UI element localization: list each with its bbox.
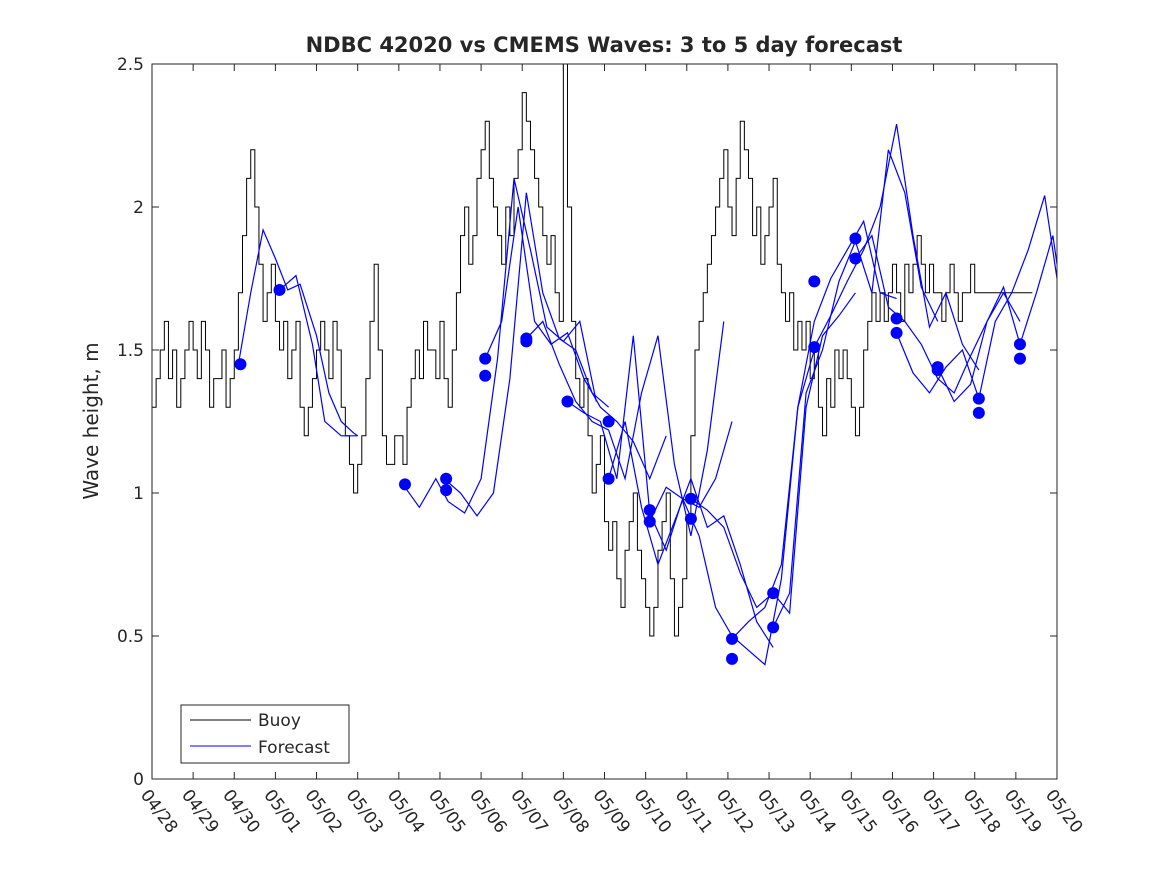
forecast-marker (602, 472, 615, 485)
forecast-marker (849, 232, 862, 245)
y-axis-label: Wave height, m (79, 342, 103, 499)
forecast-marker (520, 335, 533, 348)
forecast-marker (479, 369, 492, 382)
forecast-marker (849, 252, 862, 265)
y-tick-label: 1.5 (117, 341, 144, 361)
forecast-marker (726, 652, 739, 665)
y-tick-label: 0 (133, 770, 144, 790)
legend-label-forecast: Forecast (258, 738, 330, 758)
forecast-marker (440, 484, 453, 497)
forecast-marker (767, 587, 780, 600)
series-line-forecast-12 (813, 123, 980, 371)
forecast-marker (643, 504, 656, 517)
y-axis: 0 0.5 1 1.5 2 2.5 (117, 55, 1057, 790)
forecast-marker (398, 478, 411, 491)
forecast-marker (890, 326, 903, 339)
forecast-marker (479, 352, 492, 365)
forecast-marker (684, 512, 697, 525)
legend: Buoy Forecast (180, 704, 350, 764)
y-tick-label: 2 (133, 198, 144, 218)
forecast-marker (643, 515, 656, 528)
series-line-forecast-4 (484, 206, 667, 481)
forecast-marker (972, 392, 985, 405)
forecast-marker (767, 621, 780, 634)
forecast-marker (931, 364, 944, 377)
forecast-marker (726, 632, 739, 645)
series-layer (152, 63, 1058, 666)
series-line-forecast-10 (731, 219, 897, 640)
forecast-marker (440, 472, 453, 485)
y-tick-label: 0.5 (117, 627, 144, 647)
series-line-forecast-1 (279, 274, 358, 437)
forecast-marker (890, 312, 903, 325)
forecast-marker (273, 283, 286, 296)
forecast-marker (972, 406, 985, 419)
series-line-forecast-15 (937, 235, 1058, 403)
y-tick-label: 2.5 (117, 55, 144, 75)
series-line-forecast-5 (525, 320, 725, 537)
series-line-forecast-13 (854, 234, 1021, 394)
chart-title: NDBC 42020 vs CMEMS Waves: 3 to 5 day fo… (306, 33, 903, 57)
forecast-marker (808, 275, 821, 288)
forecast-marker (684, 492, 697, 505)
series-line-forecast-0 (237, 227, 359, 437)
forecast-marker (808, 341, 821, 354)
forecast-marker (234, 358, 247, 371)
forecast-marker (1013, 338, 1026, 351)
forecast-marker (602, 415, 615, 428)
legend-label-buoy: Buoy (258, 711, 301, 731)
legend-box (180, 704, 350, 764)
forecast-marker (1013, 352, 1026, 365)
y-tick-label: 1 (133, 484, 144, 504)
forecast-marker (561, 395, 574, 408)
series-line-forecast-3 (443, 192, 610, 517)
